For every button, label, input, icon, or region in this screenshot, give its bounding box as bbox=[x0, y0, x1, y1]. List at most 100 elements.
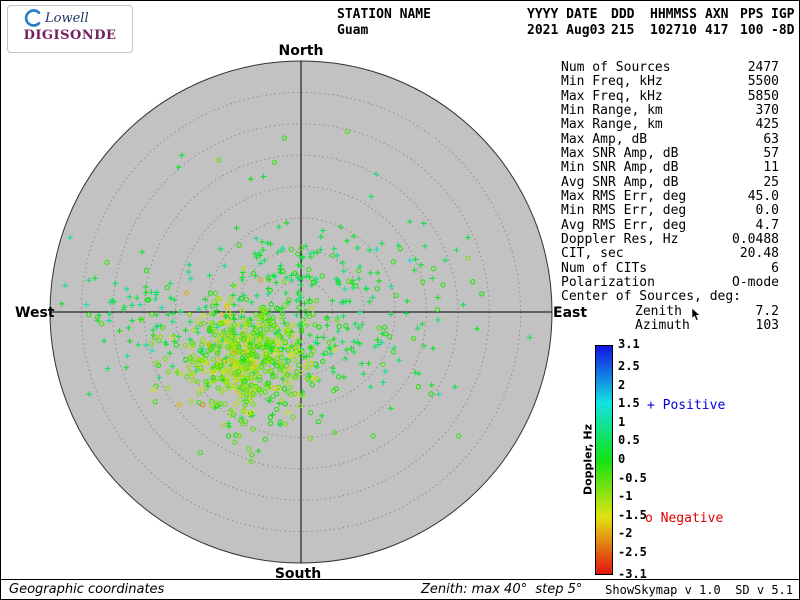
logo-lowell-text: Lowell bbox=[45, 10, 89, 26]
stat-label: Max Freq, kHz bbox=[561, 88, 663, 104]
stat-value: 4.7 bbox=[755, 217, 779, 233]
stat-row: Num of CITs 6 bbox=[561, 260, 779, 276]
colorbar-tick-label: 1 bbox=[618, 414, 626, 429]
stat-value: 7.2 bbox=[755, 303, 779, 319]
stat-label: Max RMS Err, deg bbox=[561, 188, 687, 204]
stat-label: Max SNR Amp, dB bbox=[561, 145, 679, 161]
header-col-label: IGP bbox=[771, 7, 795, 22]
compass-north-label: North bbox=[278, 43, 324, 59]
lowell-crescent-icon bbox=[24, 9, 41, 27]
stat-row: Min RMS Err, deg 0.0 bbox=[561, 203, 779, 219]
stat-label: Max Range, km bbox=[561, 117, 663, 133]
stat-row: Max SNR Amp, dB 57 bbox=[561, 145, 779, 161]
header-col-label: HHMMSS bbox=[650, 7, 697, 22]
header-col-label: STATION NAME bbox=[337, 7, 431, 22]
stat-value: 20.48 bbox=[739, 246, 779, 262]
header-col-value: 102710 bbox=[650, 23, 697, 38]
header-labels-row: STATION NAME YYYY DATE DDD HHMMSS AXN PPS IGP bbox=[337, 7, 799, 23]
compass-south-label: South bbox=[274, 566, 322, 582]
mouse-cursor-icon bbox=[691, 308, 701, 321]
stat-label: Azimuth bbox=[635, 317, 690, 333]
stat-row: Avg SNR Amp, dB 25 bbox=[561, 174, 779, 190]
colorbar-tick-label: 2.5 bbox=[618, 359, 640, 374]
stat-row: CIT, sec 20.48 bbox=[561, 246, 779, 262]
stat-value: 6 bbox=[771, 260, 779, 276]
stat-value: 5500 bbox=[747, 74, 779, 90]
colorbar-tick-label: 1.5 bbox=[618, 396, 640, 411]
header-values-row: Guam 2021 Aug03 215 102710 417 100 -8D bbox=[337, 23, 799, 39]
stat-label: Max Amp, dB bbox=[561, 131, 648, 147]
colorbar-tick-label: -2 bbox=[618, 526, 633, 541]
colorbar-tick-label: 0 bbox=[618, 452, 626, 466]
stat-label: Min Freq, kHz bbox=[561, 74, 663, 90]
colorbar-tick-label: 2 bbox=[618, 377, 626, 392]
colorbar-tick-label: 3.1 bbox=[618, 337, 640, 351]
colorbar-title: Doppler, Hz bbox=[581, 423, 595, 496]
logo-top-row: Lowell bbox=[8, 6, 132, 27]
stat-label: Min SNR Amp, dB bbox=[561, 160, 679, 176]
header-col-label: DDD bbox=[611, 7, 635, 22]
stat-row: Max Range, km 425 bbox=[561, 117, 779, 133]
crosshair-axes bbox=[50, 61, 552, 563]
stat-label: Avg SNR Amp, dB bbox=[561, 174, 679, 190]
stat-value: 2477 bbox=[747, 60, 779, 75]
colorbar-tick-label: 0.5 bbox=[618, 433, 640, 448]
stat-value: 0.0488 bbox=[732, 231, 779, 247]
header-col-value: 417 bbox=[705, 23, 729, 38]
stat-value: 11 bbox=[763, 160, 779, 176]
stat-value: 425 bbox=[755, 117, 779, 133]
stat-row: Zenith 7.2 bbox=[561, 303, 779, 319]
stat-row: Min Freq, kHz 5500 bbox=[561, 74, 779, 90]
logo-digisonde-text: DIGISONDE bbox=[23, 28, 117, 43]
doppler-colorbar: 3.1 2.5 2 1.5 1 0.5 0 -0.5 -1 -1.5 -2 -2.5 -3.1 Dopp… bbox=[582, 338, 647, 581]
colorbar-gradient bbox=[595, 345, 613, 575]
stat-label: Min RMS Err, deg bbox=[561, 203, 687, 219]
stat-row: Min SNR Amp, dB 11 bbox=[561, 160, 779, 176]
stat-value: 0.0 bbox=[755, 203, 779, 219]
stat-row: Doppler Res, Hz 0.0488 bbox=[561, 231, 779, 247]
stat-value: O-mode bbox=[732, 274, 779, 290]
stat-value: 5850 bbox=[747, 88, 779, 104]
stat-value: 45.0 bbox=[747, 188, 779, 204]
colorbar-ticks: 3.1 2.5 2 1.5 1 0.5 0 -0.5 -1 -1.5 -2 -2.5 -3.1 bbox=[595, 338, 647, 581]
stat-label: Num of CITs bbox=[561, 260, 648, 276]
stat-row: Avg RMS Err, deg 4.7 bbox=[561, 217, 779, 233]
stat-label: Avg RMS Err, deg bbox=[561, 217, 687, 233]
stat-label: Num of Sources bbox=[561, 60, 671, 75]
stat-row: Min Range, km 370 bbox=[561, 102, 779, 118]
stat-label: CIT, sec bbox=[561, 246, 624, 262]
header-col-value: -8D bbox=[771, 23, 795, 38]
stat-row: Num of Sources 2477 bbox=[561, 60, 779, 75]
colorbar-tick-label: -1.5 bbox=[618, 507, 647, 522]
footer-version-label: ShowSkymap v 1.0 SD v 5.1 bbox=[605, 583, 793, 597]
header-col-label: YYYY DATE bbox=[527, 7, 598, 22]
stat-row: Center of Sources, deg: bbox=[561, 289, 779, 305]
stat-row: Azimuth 103 bbox=[561, 317, 779, 333]
colorbar-tick-label: -0.5 bbox=[618, 470, 647, 485]
stat-label: Zenith bbox=[635, 303, 682, 319]
colorbar-tick-label: -1 bbox=[618, 489, 633, 504]
stats-panel: Num of Sources 2477 Min Freq, kHz 5500 Max F… bbox=[561, 60, 779, 333]
legend-negative: o Negative bbox=[645, 511, 724, 526]
stat-label: Min Range, km bbox=[561, 102, 663, 118]
header-col-label: PPS bbox=[740, 7, 764, 22]
stat-value: 57 bbox=[763, 145, 779, 161]
stat-row: Max Amp, dB 63 bbox=[561, 131, 779, 147]
lowell-digisonde-logo: Lowell DIGISONDE bbox=[7, 5, 133, 53]
footer-coordinates-label: Geographic coordinates bbox=[9, 582, 165, 597]
stat-label: Polarization bbox=[561, 274, 655, 290]
stat-label: Doppler Res, Hz bbox=[561, 231, 679, 247]
footer: Geographic coordinates Zenith: max 40° s… bbox=[1, 579, 799, 599]
header-col-value: 100 bbox=[740, 23, 764, 38]
header-col-value: Guam bbox=[337, 23, 369, 38]
stat-value: 370 bbox=[755, 102, 779, 118]
header: STATION NAME YYYY DATE DDD HHMMSS AXN PPS IGP … bbox=[337, 7, 799, 39]
header-col-label: AXN bbox=[705, 7, 729, 22]
stat-label: Center of Sources, deg: bbox=[561, 289, 742, 305]
legend-positive: + Positive bbox=[647, 398, 726, 413]
stat-row: Max RMS Err, deg 45.0 bbox=[561, 188, 779, 204]
compass-east-label: East bbox=[553, 305, 588, 321]
header-col-value: 215 bbox=[611, 23, 635, 38]
